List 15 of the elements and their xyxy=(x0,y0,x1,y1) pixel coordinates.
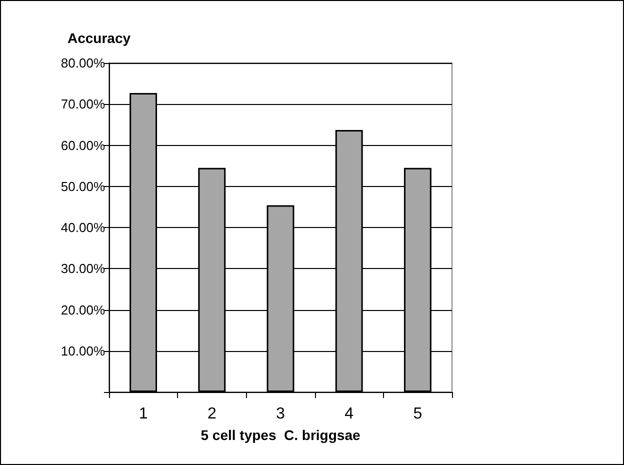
x-tick-label: 4 xyxy=(344,406,354,422)
y-tick-label: 10.00% xyxy=(60,343,106,358)
y-tick-label: 20.00% xyxy=(60,302,106,318)
y-tick-label: 70.00% xyxy=(60,96,106,112)
x-tick-label: 3 xyxy=(276,406,286,422)
x-tick-label: 2 xyxy=(207,406,216,422)
x-tick-label: 1 xyxy=(138,406,148,422)
y-axis-title: Accuracy xyxy=(67,30,131,46)
x-tick-label: 5 xyxy=(413,406,422,422)
x-axis-title: 5 cell types C. briggsae xyxy=(200,427,360,443)
y-tick-label: 80.00% xyxy=(60,56,106,70)
y-tick-label: 60.00% xyxy=(60,138,106,153)
y-tick-label: 30.00% xyxy=(60,261,106,276)
y-tick-label: 50.00% xyxy=(60,178,106,194)
y-tick-label: 40.00% xyxy=(60,220,106,235)
